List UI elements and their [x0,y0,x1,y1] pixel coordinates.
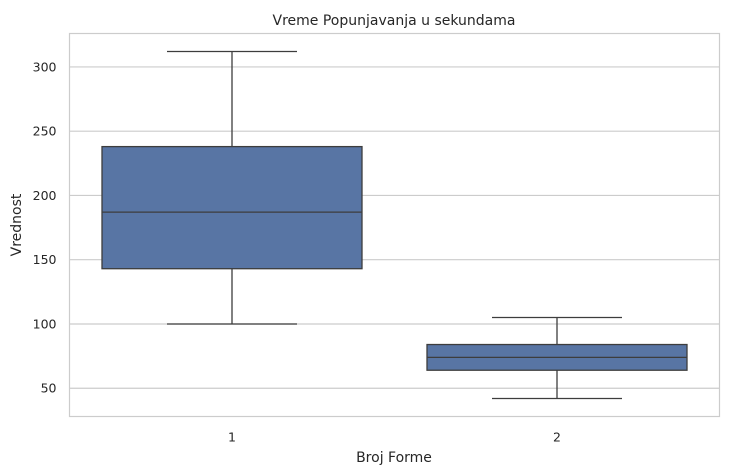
y-tick-label: 150 [33,252,57,267]
x-tick-label: 1 [228,430,236,445]
y-tick-label: 300 [33,59,57,74]
box-1 [101,50,363,325]
y-tick-label: 100 [33,316,57,331]
plot-frame [68,32,721,418]
tick-labels: 50 100 150 200 250 300 1 2 [33,59,561,444]
chart-title: Vreme Popunjavanja u sekundama [273,13,516,29]
box-series [101,50,688,400]
iqr-box [101,145,363,270]
y-tick-label: 250 [33,124,57,139]
y-tick-label: 50 [41,381,57,396]
y-axis-label: Vrednost [9,193,25,256]
x-axis-label: Broj Forme [356,450,432,466]
box-2 [426,316,688,400]
y-tick-label: 200 [33,188,57,203]
x-tick-label: 2 [553,430,561,445]
